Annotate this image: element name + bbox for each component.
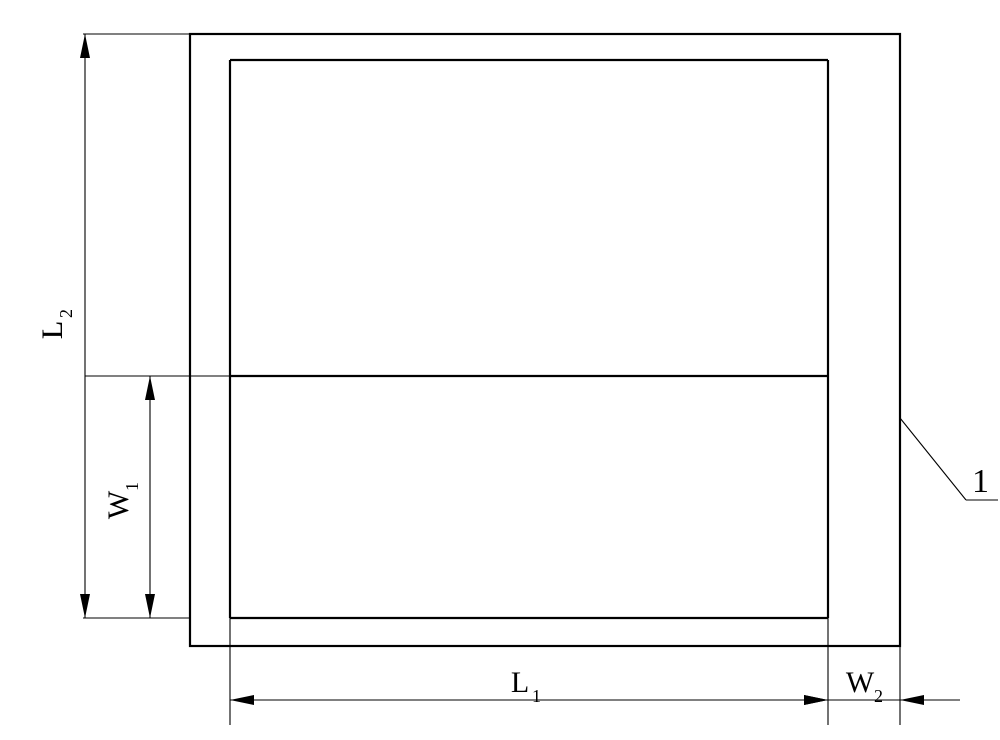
svg-text:L: L: [36, 321, 69, 339]
w1-label-group: W1: [102, 482, 142, 519]
arrowhead: [145, 376, 155, 400]
arrowhead: [80, 34, 90, 58]
leader-label: 1: [972, 463, 989, 500]
svg-text:1: 1: [532, 686, 541, 706]
leader-diag: [900, 418, 966, 500]
arrowhead: [900, 695, 924, 705]
arrowhead: [145, 594, 155, 618]
arrowhead: [230, 695, 254, 705]
l2-label-group: L2: [36, 309, 76, 339]
svg-text:1: 1: [122, 482, 142, 491]
arrowhead: [804, 695, 828, 705]
svg-text:2: 2: [56, 309, 76, 318]
svg-text:2: 2: [874, 686, 883, 706]
svg-text:W: W: [102, 490, 135, 519]
svg-text:L: L: [511, 666, 529, 699]
svg-text:W: W: [846, 666, 875, 699]
arrowhead: [80, 594, 90, 618]
engineering-drawing: LL2W1L1W21: [0, 0, 1000, 740]
outer-rect: [190, 34, 900, 646]
